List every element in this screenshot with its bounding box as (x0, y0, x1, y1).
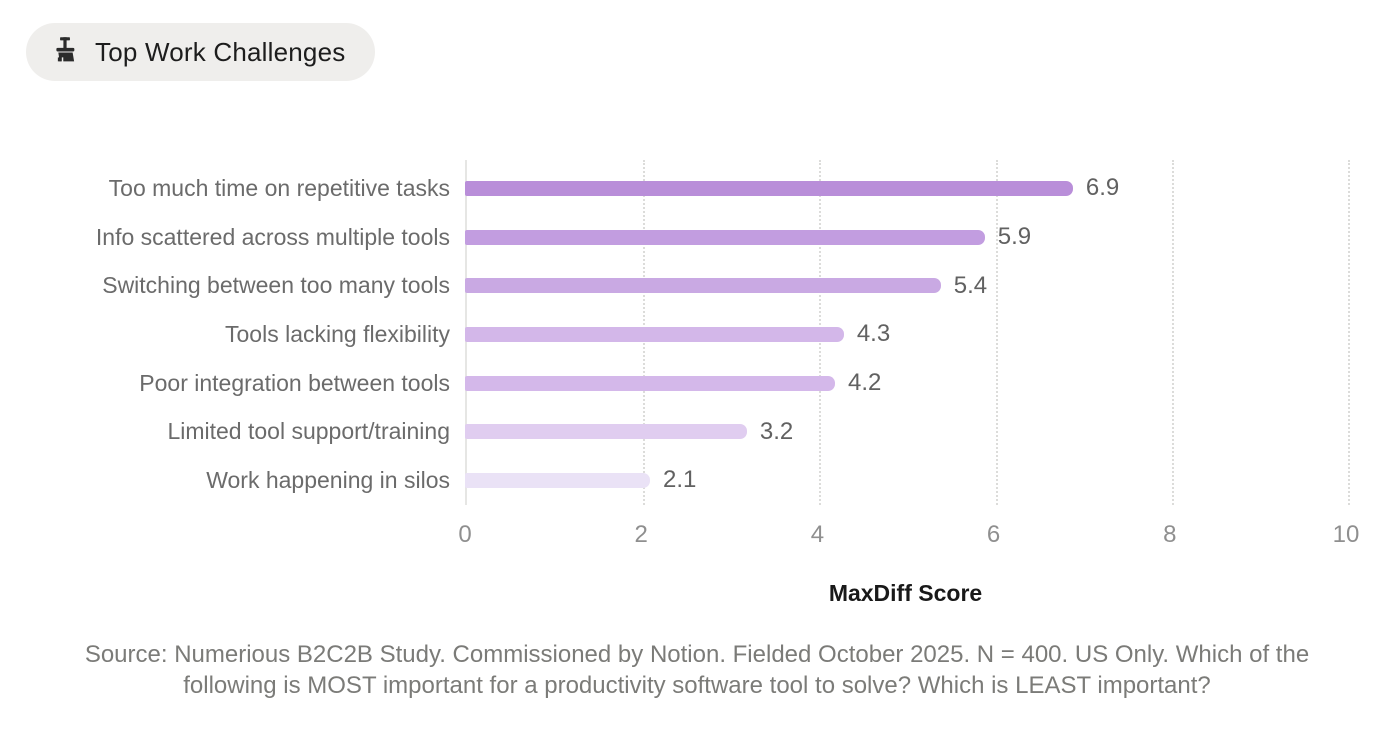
bar-row: Too much time on repetitive tasks 6.9 (0, 164, 1394, 213)
bar (465, 375, 836, 391)
source-line-2: following is MOST important for a produc… (183, 672, 1211, 699)
broom-icon (50, 36, 80, 68)
bar (465, 472, 650, 488)
bar-category-label: Too much time on repetitive tasks (108, 174, 450, 201)
bar-category-label: Work happening in silos (206, 466, 450, 493)
bar-category-label: Poor integration between tools (139, 369, 450, 396)
source-line-1: Source: Numerious B2C2B Study. Commissio… (84, 641, 1310, 668)
bar-row: Work happening in silos 2.1 (0, 456, 1394, 505)
x-tick-label: 4 (810, 521, 825, 548)
bar-chart: Too much time on repetitive tasks 6.9 In… (0, 164, 1394, 505)
bar-value-label: 5.4 (953, 271, 988, 299)
x-tick-label: 0 (458, 521, 472, 548)
bar (465, 424, 747, 440)
bar-track: 4.3 (465, 320, 1346, 348)
bar-value-label: 4.2 (848, 369, 882, 397)
bar (465, 180, 1073, 196)
bar-track: 5.4 (465, 272, 1346, 300)
x-tick-label: 10 (1332, 521, 1360, 548)
bar-value-label: 5.9 (997, 223, 1032, 251)
bar-category-label: Switching between too many tools (102, 272, 450, 299)
bar-value-label: 4.3 (856, 320, 891, 348)
bar-value-label: 2.1 (663, 466, 697, 494)
bar-row: Poor integration between tools 4.2 (0, 359, 1394, 408)
bar-row: Tools lacking flexibility 4.3 (0, 310, 1394, 359)
bar-track: 3.2 (465, 418, 1346, 446)
bar-track: 4.2 (465, 369, 1346, 397)
bar-category-label: Limited tool support/training (167, 418, 450, 445)
x-tick-label: 8 (1163, 521, 1177, 548)
bar (465, 229, 985, 245)
bar-row: Info scattered across multiple tools 5.9 (0, 213, 1394, 262)
x-tick-label: 2 (634, 521, 648, 548)
x-axis-ticks: 0 2 4 6 8 10 (458, 521, 1359, 549)
x-axis-title: MaxDiff Score (828, 580, 983, 606)
bar-track: 2.1 (465, 466, 1346, 494)
bar-row: Limited tool support/training 3.2 (0, 407, 1394, 456)
bar (465, 326, 844, 342)
bar-category-label: Tools lacking flexibility (225, 320, 450, 347)
source-note: Source: Numerious B2C2B Study. Commissio… (0, 639, 1394, 701)
bar-value-label: 3.2 (759, 417, 794, 445)
chart-title-badge: Top Work Challenges (26, 23, 376, 81)
bar-track: 5.9 (465, 223, 1346, 251)
bar (465, 278, 941, 294)
bar-track: 6.9 (465, 174, 1346, 202)
bar-value-label: 6.9 (1085, 174, 1120, 202)
bar-category-label: Info scattered across multiple tools (95, 223, 450, 250)
bar-row: Switching between too many tools 5.4 (0, 261, 1394, 310)
chart-title: Top Work Challenges (95, 36, 346, 67)
x-tick-label: 6 (986, 521, 1001, 548)
